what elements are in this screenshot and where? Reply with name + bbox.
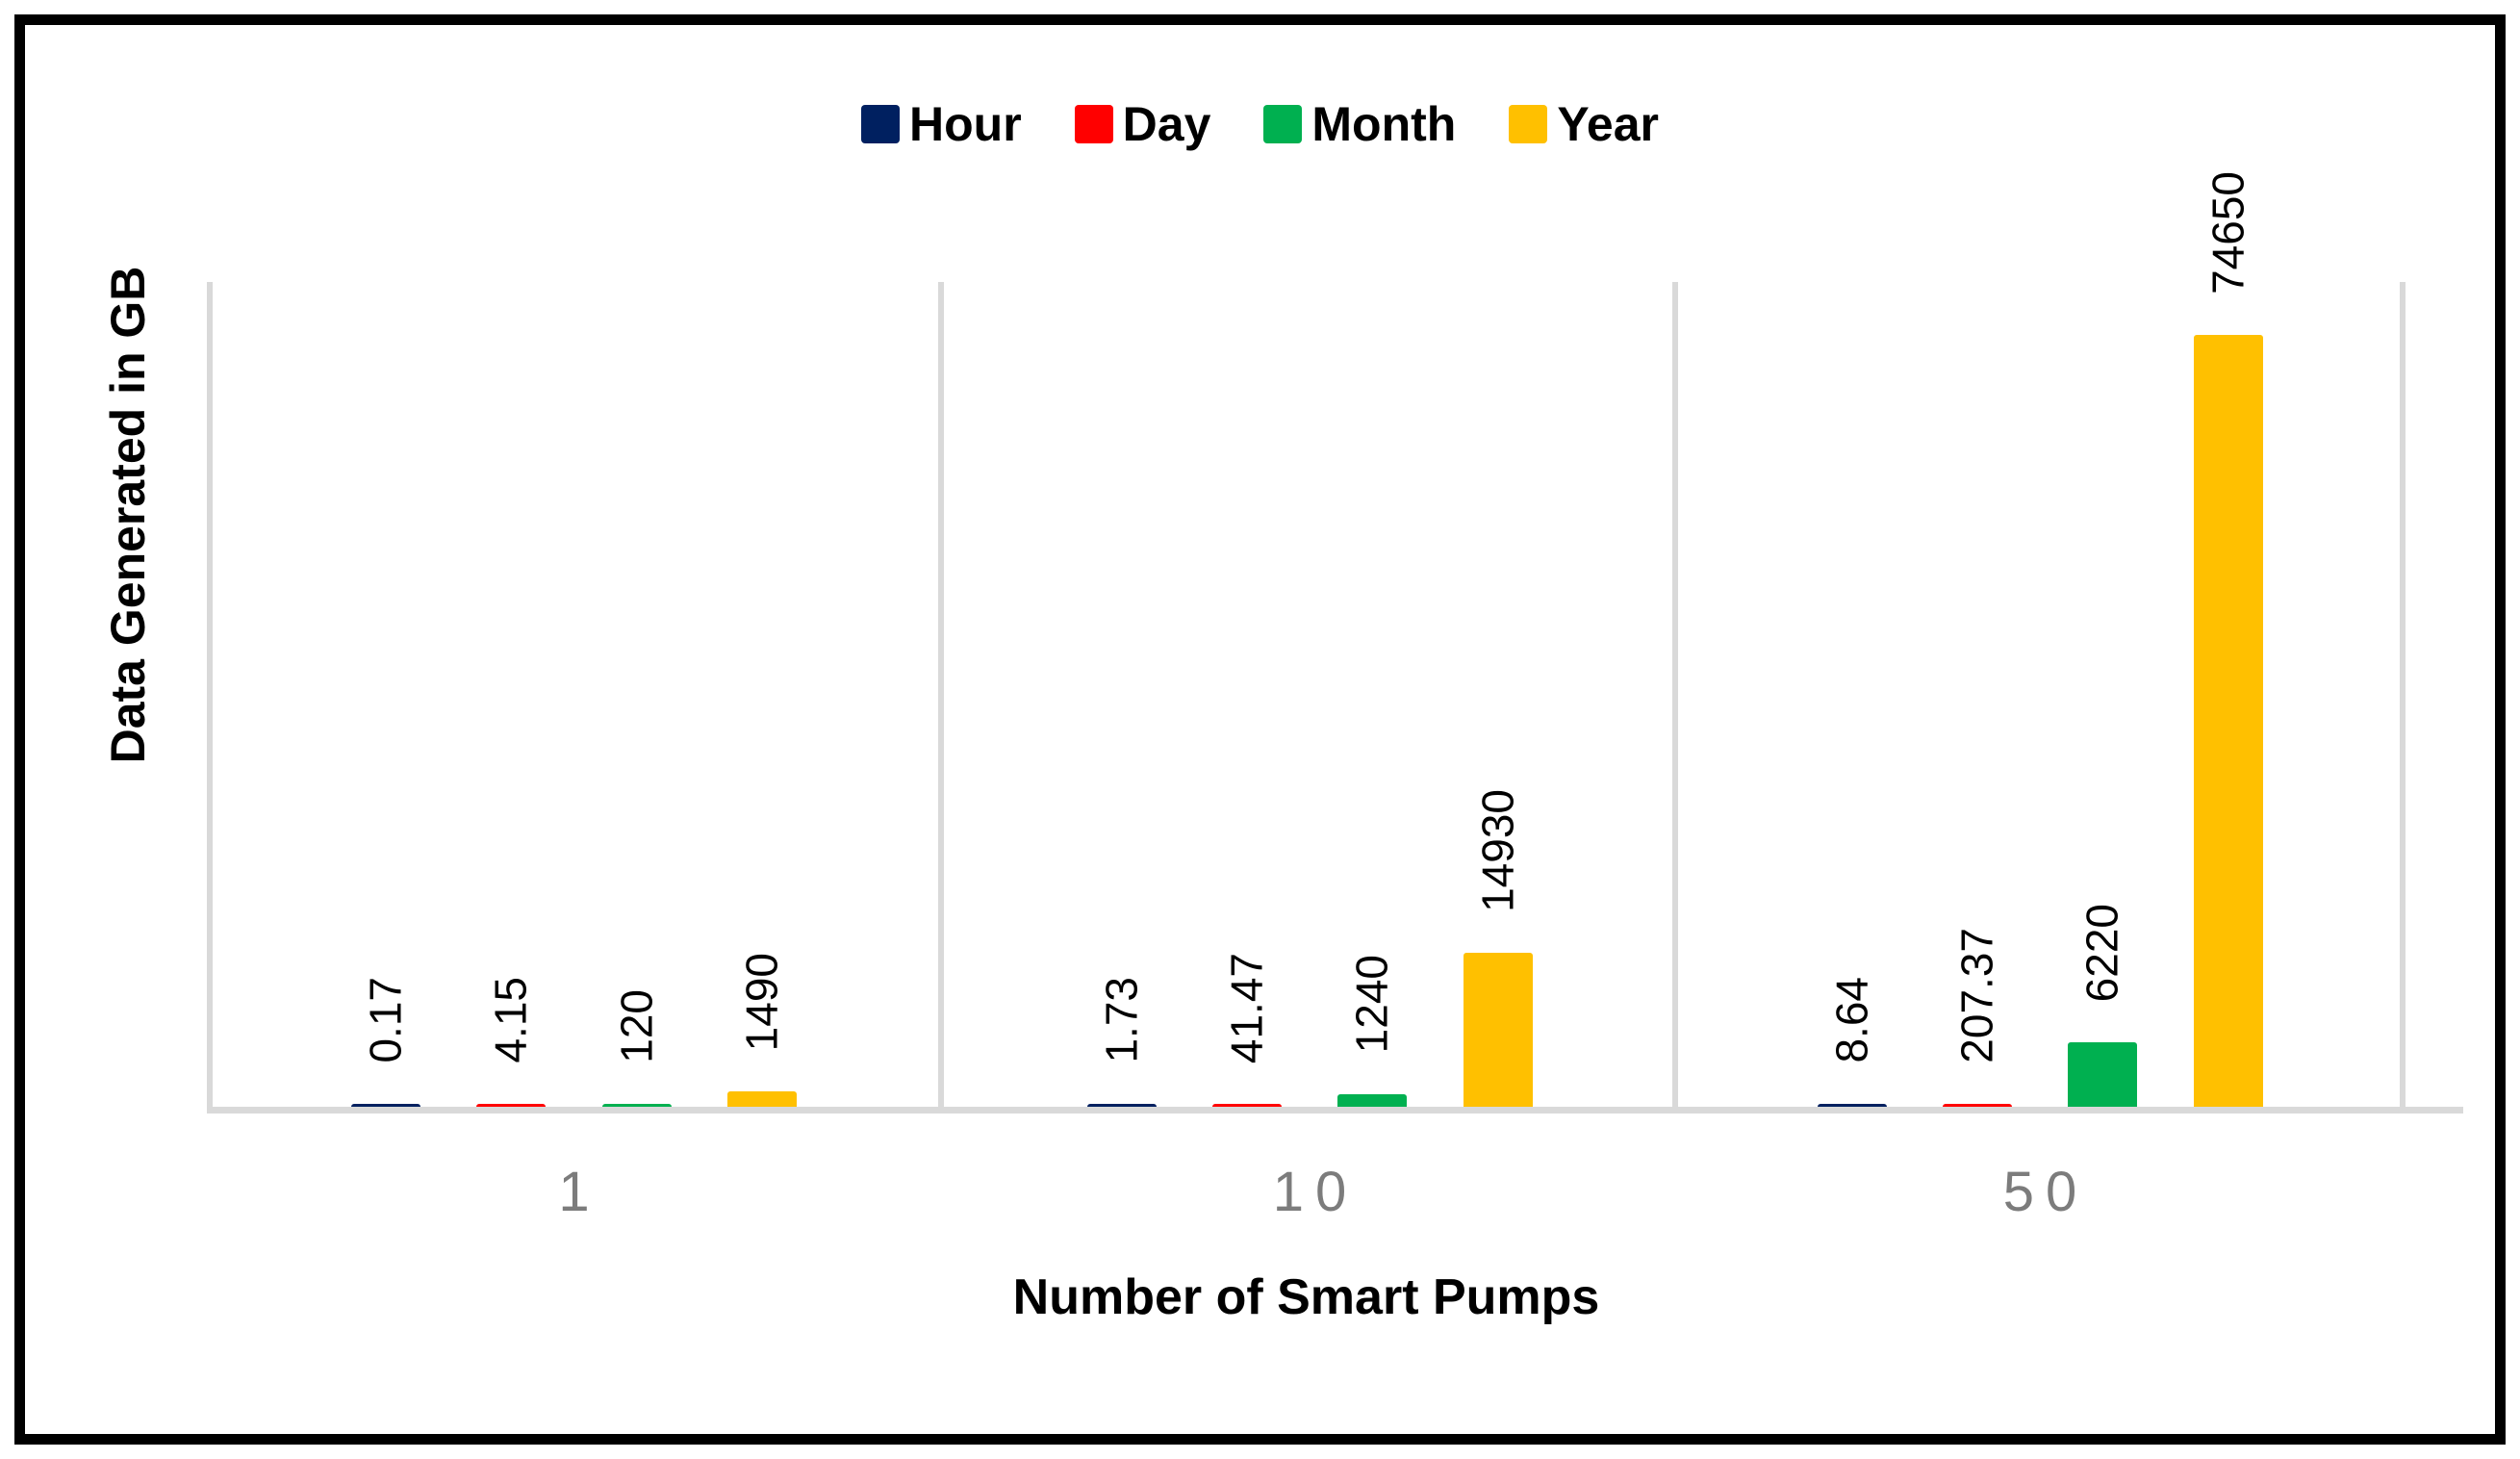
category-separator-2: [1672, 282, 1678, 1107]
category-separator-1: [938, 282, 944, 1107]
bar-day-pumps-10: [1211, 1104, 1282, 1107]
legend-item-day: Day: [1074, 97, 1211, 151]
bar-day-pumps-50: [1942, 1104, 2012, 1107]
bar-year-pumps-10: [1463, 952, 1533, 1107]
x-tick-1: 1: [558, 1161, 601, 1223]
bar-hour-pumps-1: [351, 1104, 420, 1107]
x-tick-10: 10: [1272, 1161, 1359, 1223]
bar-hour-pumps-10: [1086, 1104, 1157, 1107]
legend-swatch-month: [1263, 105, 1303, 143]
bar-value-label-year-pumps-50: 74650: [2202, 171, 2253, 294]
plot-right-line: [2400, 282, 2405, 1107]
y-axis-title: Data Generated in GB: [101, 266, 155, 764]
bar-value-label-month-pumps-10: 1240: [1346, 955, 1397, 1054]
bar-month-pumps-50: [2068, 1042, 2138, 1107]
bar-value-label-day-pumps-1: 4.15: [486, 977, 536, 1063]
legend-item-month: Month: [1263, 100, 1456, 148]
bar-value-label-year-pumps-1: 1490: [736, 952, 787, 1051]
x-tick-50: 50: [2002, 1161, 2089, 1223]
bar-year-pumps-1: [727, 1091, 797, 1107]
y-axis-line: [207, 282, 213, 1107]
x-axis-baseline: [207, 1107, 2463, 1113]
legend: Hour Day Month Year: [0, 100, 2520, 148]
x-axis-title: Number of Smart Pumps: [1012, 1269, 1600, 1325]
legend-item-hour: Hour: [861, 100, 1022, 148]
bar-value-label-hour-pumps-1: 0.17: [360, 977, 411, 1063]
bar-month-pumps-10: [1337, 1093, 1408, 1107]
bar-year-pumps-50: [2193, 335, 2263, 1107]
bar-hour-pumps-50: [1817, 1104, 1887, 1107]
bar-day-pumps-1: [476, 1104, 547, 1107]
legend-label-day: Day: [1122, 97, 1211, 151]
legend-swatch-year: [1509, 105, 1548, 143]
legend-item-year: Year: [1509, 100, 1659, 148]
bar-value-label-day-pumps-10: 41.47: [1221, 952, 1272, 1063]
bar-value-label-month-pumps-50: 6220: [2076, 903, 2127, 1003]
legend-label-month: Month: [1311, 97, 1457, 151]
bar-value-label-hour-pumps-10: 1.73: [1096, 977, 1147, 1063]
bar-value-label-hour-pumps-50: 8.64: [1826, 977, 1877, 1063]
bar-value-label-month-pumps-1: 120: [611, 989, 662, 1063]
bar-value-label-day-pumps-50: 207.37: [1951, 928, 2002, 1063]
legend-swatch-day: [1074, 105, 1113, 143]
bar-month-pumps-1: [601, 1104, 672, 1107]
legend-swatch-hour: [861, 105, 900, 143]
bar-value-label-year-pumps-10: 14930: [1472, 788, 1523, 912]
legend-label-hour: Hour: [909, 97, 1022, 151]
legend-label-year: Year: [1557, 97, 1659, 151]
plot-area: 0.17 4.15 120 1490 1.73 41.47 1240 14930 8.64 207…: [207, 171, 2405, 1107]
